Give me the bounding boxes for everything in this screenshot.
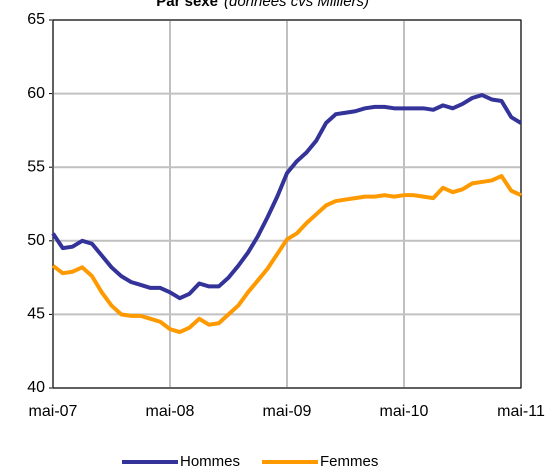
line-series xyxy=(51,174,522,335)
y-tick-label: 60 xyxy=(27,85,45,102)
legend-label: Hommes xyxy=(180,453,240,470)
x-tick-label: mai-08 xyxy=(146,403,195,420)
y-tick-label: 55 xyxy=(27,158,45,175)
x-tick-label: mai-09 xyxy=(263,403,312,420)
y-tick-label: 65 xyxy=(27,11,45,28)
y-tick-label: 50 xyxy=(27,232,45,249)
x-tick-label: mai-11 xyxy=(497,403,545,420)
legend-label: Femmes xyxy=(320,453,378,470)
plot-frame xyxy=(52,19,522,389)
y-tick-label: 45 xyxy=(27,306,45,323)
x-tick-label: mai-10 xyxy=(380,403,429,420)
x-tick-label: mai-07 xyxy=(29,403,78,420)
line-series xyxy=(51,93,523,301)
chart-title: Par sexe xyxy=(156,0,218,10)
chart-subtitle: (données cvs Milliers) xyxy=(224,0,369,10)
y-tick-label: 40 xyxy=(27,379,45,396)
